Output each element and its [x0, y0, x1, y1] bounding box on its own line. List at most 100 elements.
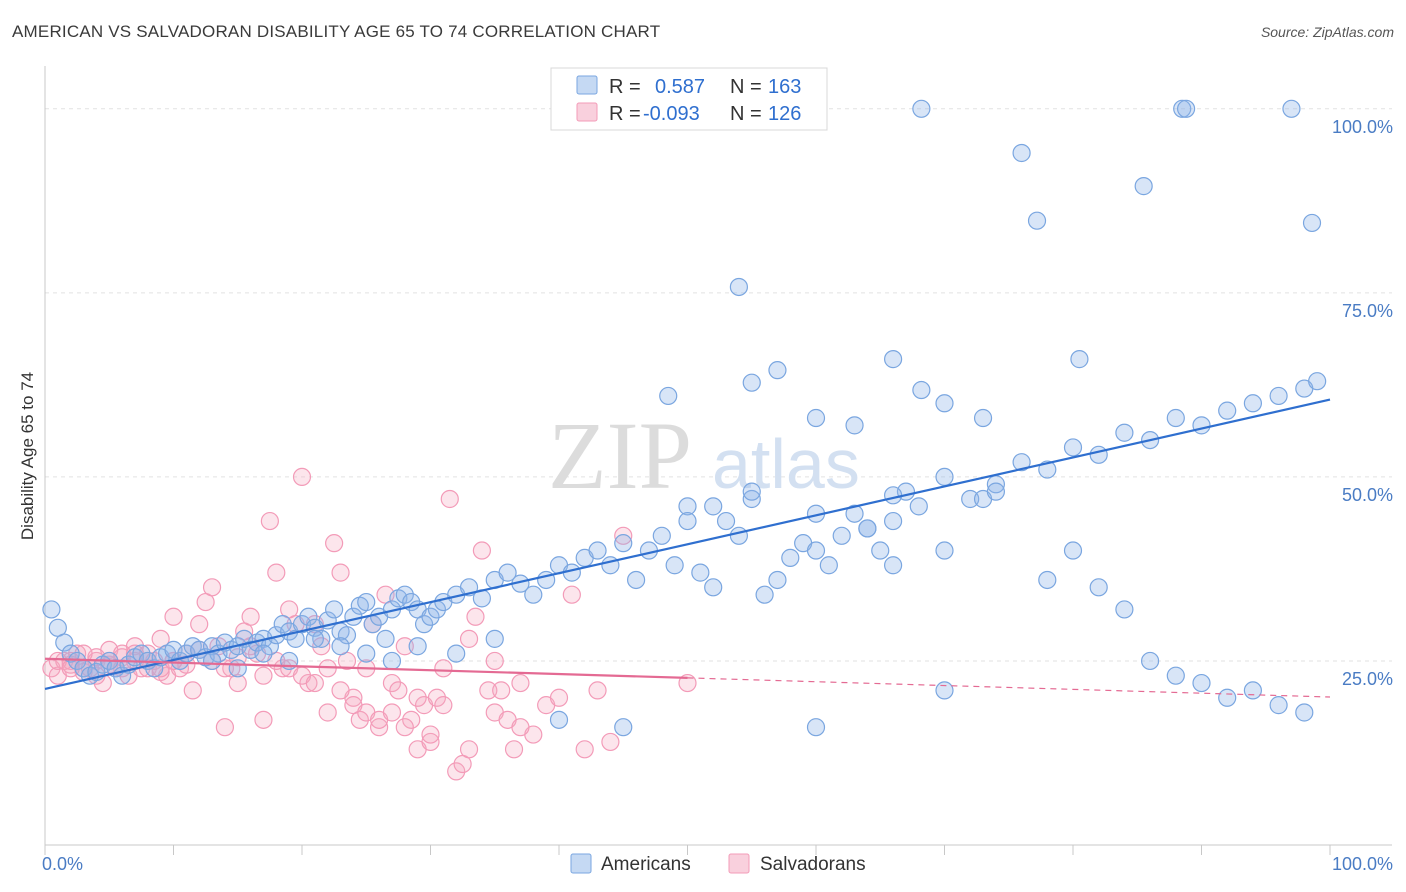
american-point-134	[883, 486, 903, 505]
american-point-158	[549, 710, 569, 729]
salvadoran-point-55	[395, 637, 414, 656]
american-point-2	[55, 633, 74, 652]
american-point-141	[935, 541, 954, 560]
y-tick-label-0: 25.0%	[1342, 669, 1393, 689]
american-point-149	[1166, 666, 1185, 685]
salvadoran-point-115	[511, 718, 530, 737]
american-point-159	[485, 629, 504, 648]
salvadoran-point-65	[459, 629, 479, 648]
american-point-123	[729, 277, 749, 297]
american-point-58	[414, 615, 434, 634]
american-point-80	[678, 497, 697, 516]
american-point-3	[61, 644, 80, 663]
american-point-73	[588, 541, 607, 560]
legend-n-label-1: N =	[730, 76, 762, 98]
salvadoran-point-29	[228, 673, 247, 693]
american-point-119	[1012, 143, 1031, 163]
american-point-117	[1176, 99, 1196, 118]
american-point-114	[1308, 372, 1327, 391]
american-point-140	[883, 556, 903, 575]
salvadoran-point-109	[395, 718, 414, 737]
salvadoran-point-104	[331, 681, 350, 700]
salvadoran-point-110	[408, 688, 427, 707]
y-tick-label-3: 100.0%	[1332, 117, 1393, 137]
american-point-111	[1243, 394, 1263, 413]
salvadoran-point-31	[241, 607, 260, 626]
american-point-164	[331, 637, 350, 656]
axes	[44, 66, 1392, 855]
american-point-118	[1282, 99, 1301, 118]
american-point-139	[858, 519, 877, 538]
american-point-124	[659, 386, 678, 406]
salvadoran-point-72	[504, 740, 524, 759]
american-point-168	[228, 659, 247, 678]
american-point-110	[1218, 401, 1237, 420]
legend-bottom-swatch-salvadorans	[728, 853, 750, 874]
legend-r-value-2: -0.093	[643, 103, 700, 125]
american-point-131	[1070, 350, 1089, 369]
salvadoran-point-54	[389, 681, 408, 700]
american-point-152	[1243, 681, 1263, 700]
american-point-151	[1218, 688, 1237, 707]
american-point-36	[273, 615, 292, 634]
legend-swatch-salvadorans	[576, 102, 598, 122]
salvadoran-point-77	[562, 585, 581, 604]
american-point-104	[1063, 438, 1083, 457]
salvadoran-point-42	[312, 637, 331, 656]
gridlines	[45, 108, 1392, 662]
american-point-136	[704, 497, 723, 516]
american-point-79	[665, 556, 684, 575]
legend-r-value-1: 0.587	[655, 76, 705, 98]
salvadoran-point-80	[601, 732, 620, 752]
salvadoran-point-112	[434, 696, 453, 715]
american-point-100	[961, 489, 980, 509]
american-point-76	[626, 570, 646, 590]
american-point-55	[395, 585, 414, 604]
salvadoran-point-34	[260, 511, 279, 531]
y-tick-label-2: 75.0%	[1342, 301, 1393, 321]
american-point-121	[1027, 211, 1047, 230]
y-axis-label: Disability Age 65 to 74	[18, 372, 37, 540]
american-point-120	[1134, 177, 1153, 196]
american-point-148	[1140, 651, 1160, 671]
salvadoran-point-40	[299, 673, 318, 693]
salvadoran-point-81	[614, 526, 633, 545]
american-point-146	[1089, 578, 1108, 597]
american-point-91	[819, 556, 838, 575]
salvadoran-point-33	[254, 710, 273, 729]
salvadoran-point-25	[202, 578, 222, 597]
american-point-52	[376, 629, 395, 648]
salvadoran-point-108	[382, 703, 402, 722]
american-point-145	[1063, 541, 1083, 560]
american-point-143	[986, 482, 1006, 501]
american-point-162	[382, 651, 402, 671]
salvadoran-point-61	[434, 659, 453, 678]
salvadoran-point-45	[331, 563, 350, 582]
american-point-137	[742, 482, 761, 501]
legend-bottom-swatch-americans	[570, 853, 592, 874]
salvadoran-point-68	[479, 681, 498, 700]
american-point-112	[1269, 386, 1288, 406]
legend-bottom: Americans Salvadorans	[570, 853, 866, 875]
chart-title: AMERICAN VS SALVADORAN DISABILITY AGE 65…	[12, 22, 661, 41]
salvadoran-point-113	[459, 740, 479, 759]
american-point-155	[806, 718, 826, 737]
salvadoran-point-62	[440, 489, 459, 509]
american-point-95	[871, 541, 890, 560]
american-point-125	[742, 373, 761, 392]
watermark-zip: ZIP	[548, 402, 692, 509]
american-point-135	[678, 511, 697, 531]
salvadoran-point-76	[549, 688, 569, 707]
american-point-150	[1192, 673, 1211, 693]
american-point-0	[42, 600, 61, 619]
x-tick-label-0: 0.0%	[42, 854, 83, 874]
watermark-atlas: atlas	[712, 425, 860, 503]
salvadoran-point-60	[427, 688, 447, 707]
x-tick-label-1: 100.0%	[1332, 854, 1393, 874]
american-point-156	[614, 718, 633, 737]
legend-bottom-americans: Americans	[601, 854, 691, 875]
salvadoran-point-53	[382, 673, 402, 693]
american-point-165	[305, 629, 324, 648]
legend-r-label-2: R =	[609, 103, 641, 125]
